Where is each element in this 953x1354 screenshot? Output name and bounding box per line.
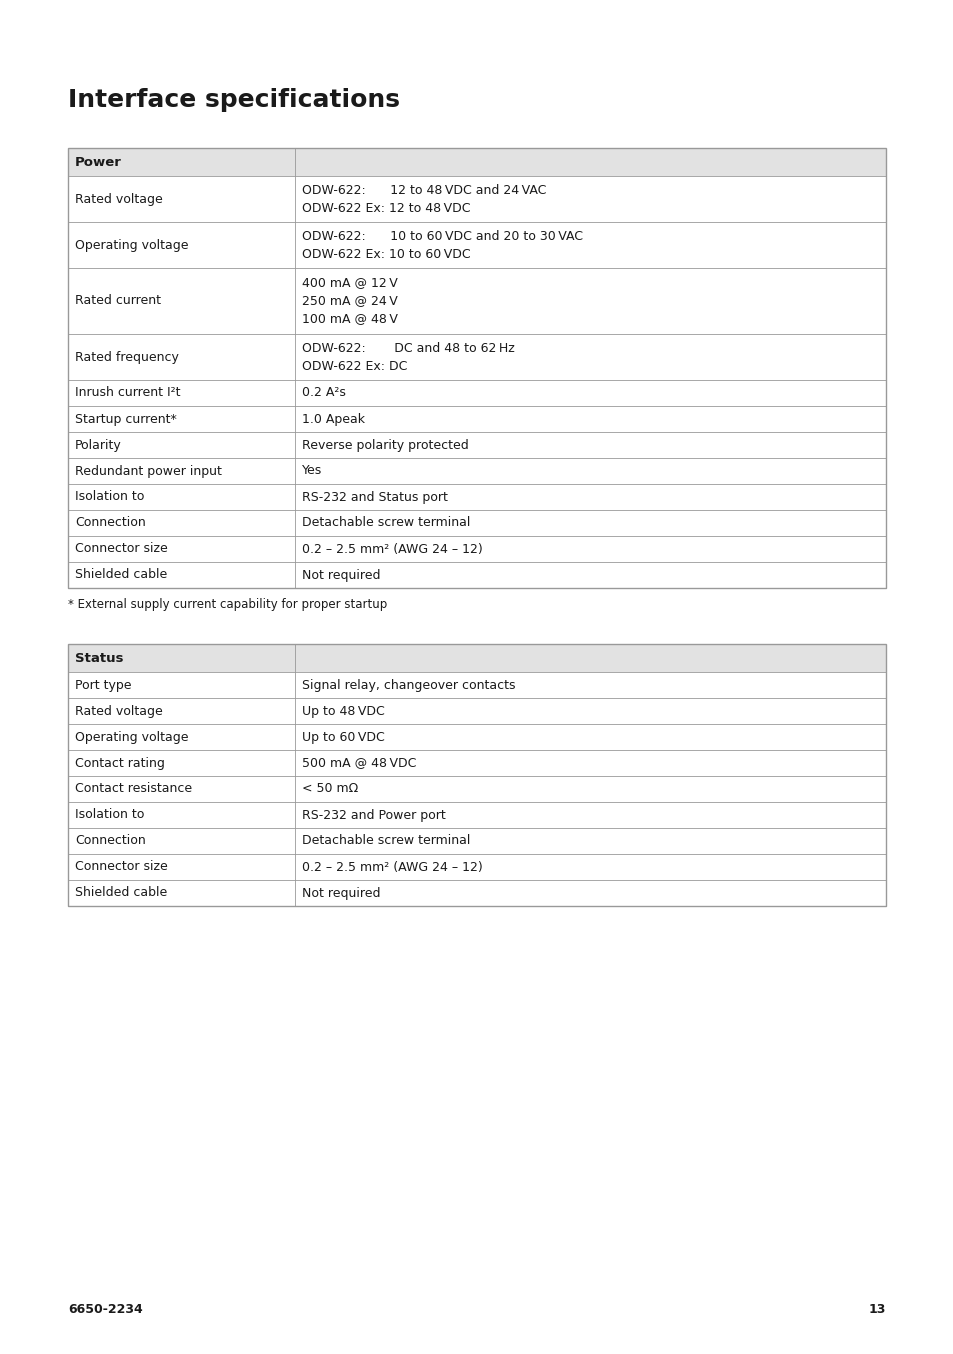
Text: Operating voltage: Operating voltage: [75, 731, 189, 743]
Text: Reverse polarity protected: Reverse polarity protected: [302, 439, 468, 451]
Bar: [68, 829, 885, 854]
Text: 6650-2234: 6650-2234: [68, 1303, 143, 1316]
Text: 500 mA @ 48 VDC: 500 mA @ 48 VDC: [302, 757, 416, 769]
Text: Rated voltage: Rated voltage: [75, 192, 163, 206]
Bar: [68, 724, 885, 750]
Text: ODW-622:    12 to 48 VDC and 24 VAC
ODW-622 Ex: 12 to 48 VDC: ODW-622: 12 to 48 VDC and 24 VAC ODW-622…: [302, 184, 546, 214]
Text: 1.0 Apeak: 1.0 Apeak: [302, 413, 365, 425]
Bar: [68, 672, 885, 699]
Text: Contact resistance: Contact resistance: [75, 783, 192, 796]
Text: Redundant power input: Redundant power input: [75, 464, 222, 478]
Text: Detachable screw terminal: Detachable screw terminal: [302, 834, 470, 848]
Text: Shielded cable: Shielded cable: [75, 569, 167, 581]
Bar: [68, 699, 885, 724]
Bar: [68, 483, 885, 510]
Bar: [68, 536, 885, 562]
Bar: [68, 854, 885, 880]
Text: RS-232 and Status port: RS-232 and Status port: [302, 490, 447, 504]
Text: Not required: Not required: [302, 569, 380, 581]
Bar: [68, 562, 885, 588]
Text: RS-232 and Power port: RS-232 and Power port: [302, 808, 445, 822]
Bar: [68, 645, 885, 906]
Text: Port type: Port type: [75, 678, 132, 692]
Text: Rated frequency: Rated frequency: [75, 351, 179, 363]
Text: Up to 60 VDC: Up to 60 VDC: [302, 731, 384, 743]
Text: 13: 13: [868, 1303, 885, 1316]
Bar: [68, 880, 885, 906]
Text: 0.2 – 2.5 mm² (AWG 24 – 12): 0.2 – 2.5 mm² (AWG 24 – 12): [302, 861, 482, 873]
Text: ODW-622:     DC and 48 to 62 Hz
ODW-622 Ex: DC: ODW-622: DC and 48 to 62 Hz ODW-622 Ex: …: [302, 341, 515, 372]
Bar: [68, 334, 885, 380]
Text: Shielded cable: Shielded cable: [75, 887, 167, 899]
Bar: [68, 645, 885, 672]
Text: Status: Status: [75, 651, 123, 665]
Text: Isolation to: Isolation to: [75, 808, 144, 822]
Text: 0.2 A²s: 0.2 A²s: [302, 386, 346, 399]
Text: Signal relay, changeover contacts: Signal relay, changeover contacts: [302, 678, 515, 692]
Text: Yes: Yes: [302, 464, 322, 478]
Text: Startup current*: Startup current*: [75, 413, 176, 425]
Bar: [68, 380, 885, 406]
Text: Inrush current I²t: Inrush current I²t: [75, 386, 180, 399]
Bar: [68, 750, 885, 776]
Text: Contact rating: Contact rating: [75, 757, 165, 769]
Text: ODW-622:    10 to 60 VDC and 20 to 30 VAC
ODW-622 Ex: 10 to 60 VDC: ODW-622: 10 to 60 VDC and 20 to 30 VAC O…: [302, 229, 582, 260]
Text: Connection: Connection: [75, 516, 146, 529]
Bar: [68, 510, 885, 536]
Text: < 50 mΩ: < 50 mΩ: [302, 783, 358, 796]
Text: Operating voltage: Operating voltage: [75, 238, 189, 252]
Text: Interface specifications: Interface specifications: [68, 88, 399, 112]
Text: Rated current: Rated current: [75, 295, 161, 307]
Text: Power: Power: [75, 156, 122, 168]
Bar: [68, 802, 885, 829]
Text: Detachable screw terminal: Detachable screw terminal: [302, 516, 470, 529]
Bar: [68, 268, 885, 334]
Text: * External supply current capability for proper startup: * External supply current capability for…: [68, 598, 387, 611]
Bar: [68, 176, 885, 222]
Text: Up to 48 VDC: Up to 48 VDC: [302, 704, 384, 718]
Text: Isolation to: Isolation to: [75, 490, 144, 504]
Text: Polarity: Polarity: [75, 439, 122, 451]
Text: Connection: Connection: [75, 834, 146, 848]
Bar: [68, 776, 885, 802]
Text: Rated voltage: Rated voltage: [75, 704, 163, 718]
Text: 0.2 – 2.5 mm² (AWG 24 – 12): 0.2 – 2.5 mm² (AWG 24 – 12): [302, 543, 482, 555]
Bar: [68, 406, 885, 432]
Bar: [68, 458, 885, 483]
Bar: [68, 148, 885, 588]
Bar: [68, 432, 885, 458]
Text: Connector size: Connector size: [75, 861, 168, 873]
Bar: [68, 222, 885, 268]
Text: 400 mA @ 12 V
250 mA @ 24 V
100 mA @ 48 V: 400 mA @ 12 V 250 mA @ 24 V 100 mA @ 48 …: [302, 276, 397, 325]
Text: Connector size: Connector size: [75, 543, 168, 555]
Text: Not required: Not required: [302, 887, 380, 899]
Bar: [68, 148, 885, 176]
